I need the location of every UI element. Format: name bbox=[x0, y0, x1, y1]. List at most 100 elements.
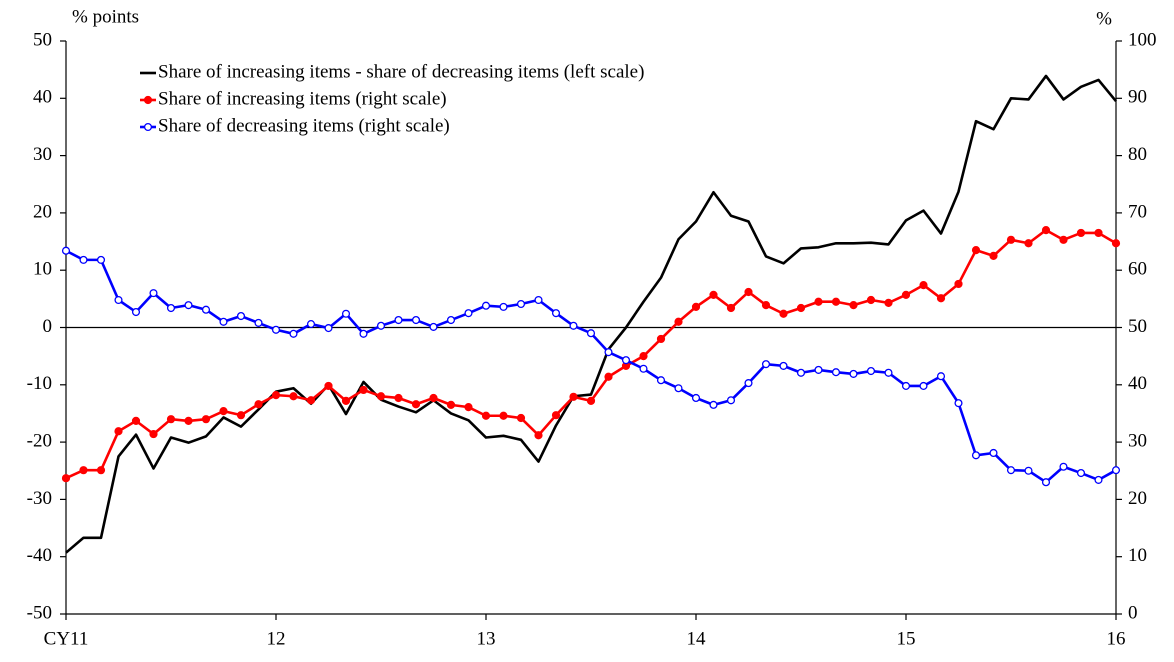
x-tick-label: CY11 bbox=[44, 628, 89, 649]
point bbox=[324, 324, 333, 333]
point bbox=[464, 309, 473, 318]
point bbox=[586, 396, 596, 405]
y-tick-label: 20 bbox=[33, 201, 52, 222]
legend-marker bbox=[143, 122, 153, 132]
point bbox=[901, 290, 911, 299]
y-tick-label: -20 bbox=[27, 430, 52, 451]
point bbox=[1059, 235, 1068, 244]
point bbox=[534, 295, 543, 305]
point bbox=[831, 297, 841, 306]
legend-label: Share of increasing items (right scale) bbox=[158, 88, 447, 109]
point bbox=[621, 356, 631, 365]
y2-tick-label: 30 bbox=[1128, 430, 1147, 451]
point bbox=[936, 294, 946, 303]
point bbox=[1024, 466, 1033, 475]
point bbox=[341, 309, 351, 318]
point bbox=[761, 301, 771, 310]
x-tick-label: 12 bbox=[267, 628, 286, 649]
y-tick-label: -30 bbox=[27, 488, 52, 509]
point bbox=[971, 451, 981, 460]
point bbox=[254, 318, 263, 327]
point bbox=[376, 392, 386, 401]
point bbox=[691, 302, 701, 311]
point bbox=[1111, 466, 1121, 475]
y2-tick-label: 100 bbox=[1128, 29, 1157, 50]
point bbox=[481, 411, 491, 420]
point bbox=[184, 301, 193, 310]
point bbox=[971, 246, 981, 255]
y2-tick-label: 80 bbox=[1128, 144, 1147, 165]
point bbox=[604, 372, 613, 381]
point bbox=[1059, 462, 1068, 471]
point bbox=[516, 413, 526, 423]
point bbox=[289, 329, 298, 338]
point bbox=[201, 415, 211, 424]
y-tick-label: -10 bbox=[27, 373, 52, 394]
point bbox=[919, 280, 928, 290]
point bbox=[446, 400, 456, 409]
point bbox=[219, 407, 228, 416]
point bbox=[131, 307, 141, 317]
point bbox=[411, 316, 421, 325]
x-tick-label: 16 bbox=[1107, 628, 1126, 649]
point bbox=[219, 317, 228, 326]
point bbox=[831, 368, 841, 377]
point bbox=[254, 400, 263, 409]
point bbox=[1094, 475, 1103, 484]
point bbox=[324, 381, 333, 391]
point bbox=[901, 381, 911, 390]
point bbox=[96, 466, 106, 475]
y2-axis-label: % bbox=[1096, 8, 1112, 29]
point bbox=[954, 279, 963, 289]
point bbox=[814, 365, 823, 374]
point bbox=[586, 329, 596, 338]
point bbox=[201, 305, 211, 314]
point bbox=[989, 448, 998, 458]
point bbox=[936, 372, 946, 381]
point bbox=[1006, 235, 1016, 244]
point bbox=[1024, 239, 1033, 248]
y-axis-label: % points bbox=[72, 6, 139, 27]
point bbox=[709, 290, 718, 299]
point bbox=[499, 302, 508, 311]
point bbox=[1041, 478, 1051, 487]
point bbox=[464, 403, 473, 412]
point bbox=[1076, 468, 1086, 478]
point bbox=[656, 334, 666, 344]
point bbox=[96, 255, 106, 264]
point bbox=[1094, 228, 1103, 238]
point bbox=[359, 385, 368, 395]
point bbox=[551, 309, 561, 318]
point bbox=[779, 361, 788, 370]
point bbox=[1041, 225, 1051, 235]
point bbox=[551, 411, 561, 420]
point bbox=[639, 352, 648, 361]
point bbox=[184, 416, 193, 425]
x-tick-label: 15 bbox=[897, 628, 916, 649]
point bbox=[341, 396, 351, 405]
point bbox=[814, 297, 823, 306]
point bbox=[79, 255, 88, 264]
point bbox=[61, 474, 71, 483]
point bbox=[849, 369, 858, 378]
point bbox=[709, 400, 718, 409]
legend-marker bbox=[143, 95, 153, 105]
point bbox=[481, 301, 491, 310]
y-tick-label: -40 bbox=[27, 545, 52, 566]
point bbox=[744, 379, 753, 388]
point bbox=[359, 329, 368, 338]
y-tick-label: 0 bbox=[43, 316, 53, 337]
point bbox=[499, 411, 508, 420]
point bbox=[726, 303, 736, 313]
point bbox=[429, 393, 438, 403]
point bbox=[271, 325, 281, 334]
point bbox=[866, 366, 876, 376]
point bbox=[796, 303, 806, 313]
series-line bbox=[65, 228, 1117, 480]
point bbox=[149, 289, 158, 298]
point bbox=[691, 393, 701, 403]
point bbox=[884, 298, 893, 307]
point bbox=[639, 364, 648, 373]
point bbox=[534, 431, 543, 440]
